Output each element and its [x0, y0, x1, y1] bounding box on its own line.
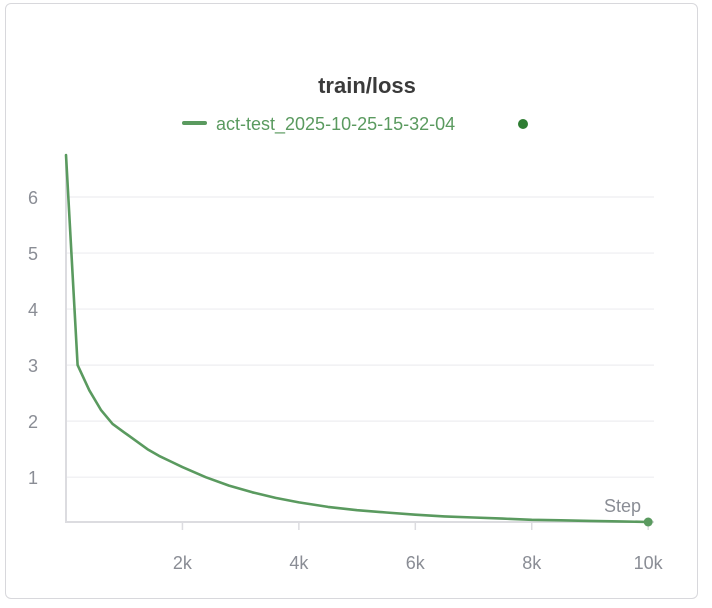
y-tick-label: 3	[28, 356, 38, 376]
y-tick-label: 6	[28, 188, 38, 208]
chart-panel	[5, 3, 698, 599]
x-tick-label: 6k	[406, 553, 426, 573]
series-layer	[64, 153, 653, 527]
tick-labels: 1 2 3 4 5 6 2k 4k 6k 8k 10k	[28, 188, 664, 573]
y-tick-label: 5	[28, 244, 38, 264]
axes	[65, 155, 654, 530]
legend-series-label: act-test_2025-10-25-15-32-04	[216, 114, 455, 135]
series-line	[64, 153, 650, 524]
y-tick-label: 1	[28, 468, 38, 488]
x-axis-label: Step	[604, 496, 641, 516]
x-tick-label: 8k	[522, 553, 542, 573]
y-tick-label: 4	[28, 300, 38, 320]
x-tick-label: 4k	[289, 553, 309, 573]
x-tick-label: 2k	[173, 553, 193, 573]
y-tick-label: 2	[28, 412, 38, 432]
series-end-point	[643, 517, 653, 527]
grid-lines	[66, 196, 654, 478]
chart-title: train/loss	[318, 73, 416, 98]
legend-end-dot-icon	[518, 119, 528, 129]
x-tick-label: 10k	[634, 553, 664, 573]
